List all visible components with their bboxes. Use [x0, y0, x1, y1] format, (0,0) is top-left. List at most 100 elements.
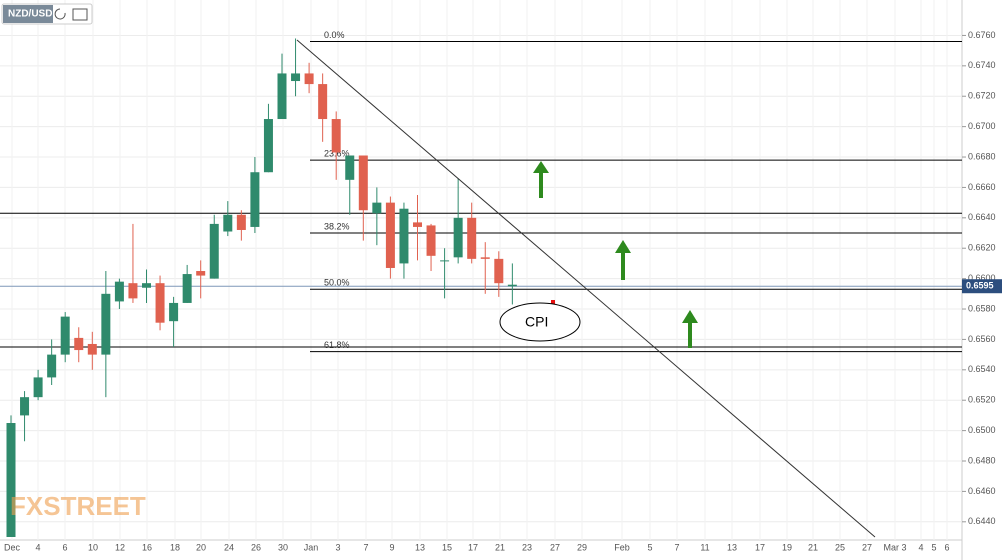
x-tick-label: Dec — [4, 542, 21, 552]
y-tick-label: 0.6700 — [968, 121, 996, 131]
x-tick-label: 17 — [468, 542, 478, 552]
x-tick-label: 13 — [415, 542, 425, 552]
x-tick-label: Feb — [614, 542, 630, 552]
y-tick-label: 0.6500 — [968, 425, 996, 435]
y-tick-label: 0.6600 — [968, 273, 996, 283]
candle-body — [453, 217, 463, 258]
x-tick-label: 5 — [931, 542, 936, 552]
x-tick-label: 15 — [442, 542, 452, 552]
fib-label: 38.2% — [324, 221, 350, 231]
x-tick-label: 19 — [782, 542, 792, 552]
candle-body — [263, 119, 273, 173]
x-tick-label: 18 — [170, 542, 180, 552]
candle-body — [196, 271, 206, 276]
candle-body — [128, 283, 138, 299]
candle-body — [74, 337, 84, 351]
candle-body — [291, 73, 301, 82]
candle-body — [440, 260, 450, 262]
candle-body — [33, 377, 43, 398]
x-tick-label: Jan — [304, 542, 319, 552]
x-tick-label: 10 — [88, 542, 98, 552]
y-tick-label: 0.6760 — [968, 30, 996, 40]
symbol-box — [3, 5, 53, 23]
x-tick-label: 27 — [862, 542, 872, 552]
y-tick-label: 0.6460 — [968, 486, 996, 496]
chart-icon[interactable] — [72, 8, 88, 21]
refresh-icon[interactable] — [54, 8, 66, 20]
symbol: NZD/USD — [8, 9, 52, 20]
arrow — [682, 310, 698, 323]
y-tick-label: 0.6620 — [968, 243, 996, 253]
annotation-ellipse — [499, 302, 581, 342]
x-tick-label: 20 — [196, 542, 206, 552]
x-tick-label: 4 — [35, 542, 40, 552]
candle-body — [155, 283, 165, 323]
x-tick-label: 3 — [335, 542, 340, 552]
y-tick-label: 0.6580 — [968, 303, 996, 313]
candle-body — [331, 119, 341, 153]
x-tick-label: 27 — [550, 542, 560, 552]
candle-body — [467, 217, 477, 259]
fib-label: 50.0% — [324, 278, 350, 288]
candle-body — [114, 281, 124, 302]
x-tick-label: 23 — [522, 542, 532, 552]
y-tick-label: 0.6660 — [968, 182, 996, 192]
candle-body — [209, 223, 219, 279]
arrow — [615, 240, 631, 253]
candle-body — [318, 84, 328, 120]
candle-body — [169, 302, 179, 322]
x-tick-label: 21 — [808, 542, 818, 552]
candle-body — [304, 73, 314, 85]
y-tick-label: 0.6740 — [968, 60, 996, 70]
candle-body — [494, 258, 504, 284]
annotation: CPI — [525, 314, 548, 330]
candle-body — [507, 284, 517, 287]
candle-body — [399, 208, 409, 264]
x-tick-label: 11 — [700, 542, 709, 552]
candle-body — [236, 214, 246, 230]
x-tick-label: 16 — [142, 542, 152, 552]
candle-body — [182, 274, 192, 303]
arrow — [533, 161, 549, 173]
trend-line — [296, 39, 876, 538]
candle-body — [142, 283, 151, 288]
y-tick-label: 0.6520 — [968, 395, 996, 405]
watermark: FXSTREET — [10, 491, 146, 521]
x-tick-label: 21 — [495, 542, 505, 552]
x-tick-label: 25 — [835, 542, 845, 552]
x-tick-label: 7 — [363, 542, 368, 552]
x-tick-label: 29 — [577, 542, 587, 552]
candle-body — [223, 214, 233, 232]
candle-body — [250, 172, 260, 227]
x-tick-label: 5 — [647, 542, 652, 552]
candle-body — [345, 155, 355, 180]
fib-label: 0.0% — [324, 30, 345, 40]
y-tick-label: 0.6540 — [968, 364, 996, 374]
candle-body — [358, 155, 368, 211]
x-tick-label: 6 — [62, 542, 67, 552]
x-tick-label: 9 — [389, 542, 394, 552]
fib-label: 61.8% — [324, 340, 350, 350]
y-tick-label: 0.6560 — [968, 334, 996, 344]
last-price-box — [962, 279, 1002, 294]
candle-body — [20, 397, 30, 416]
candle-body — [480, 257, 490, 259]
y-tick-label: 0.6440 — [968, 516, 996, 526]
x-tick-label: 7 — [674, 542, 679, 552]
candle-body — [426, 225, 436, 256]
x-tick-label: 26 — [251, 542, 261, 552]
x-tick-label: 24 — [224, 542, 234, 552]
candle-body — [60, 316, 70, 355]
y-tick-label: 0.6640 — [968, 212, 996, 222]
candle-body — [6, 423, 16, 537]
y-tick-label: 0.6720 — [968, 91, 996, 101]
candle-body — [277, 73, 287, 120]
x-tick-label: 4 — [918, 542, 923, 552]
candle-body — [385, 202, 395, 268]
candle-body — [101, 293, 111, 355]
candle-body — [87, 343, 97, 355]
x-tick-label: 13 — [727, 542, 737, 552]
candle-body — [47, 354, 57, 378]
x-tick-label: Mar 3 — [883, 542, 906, 552]
